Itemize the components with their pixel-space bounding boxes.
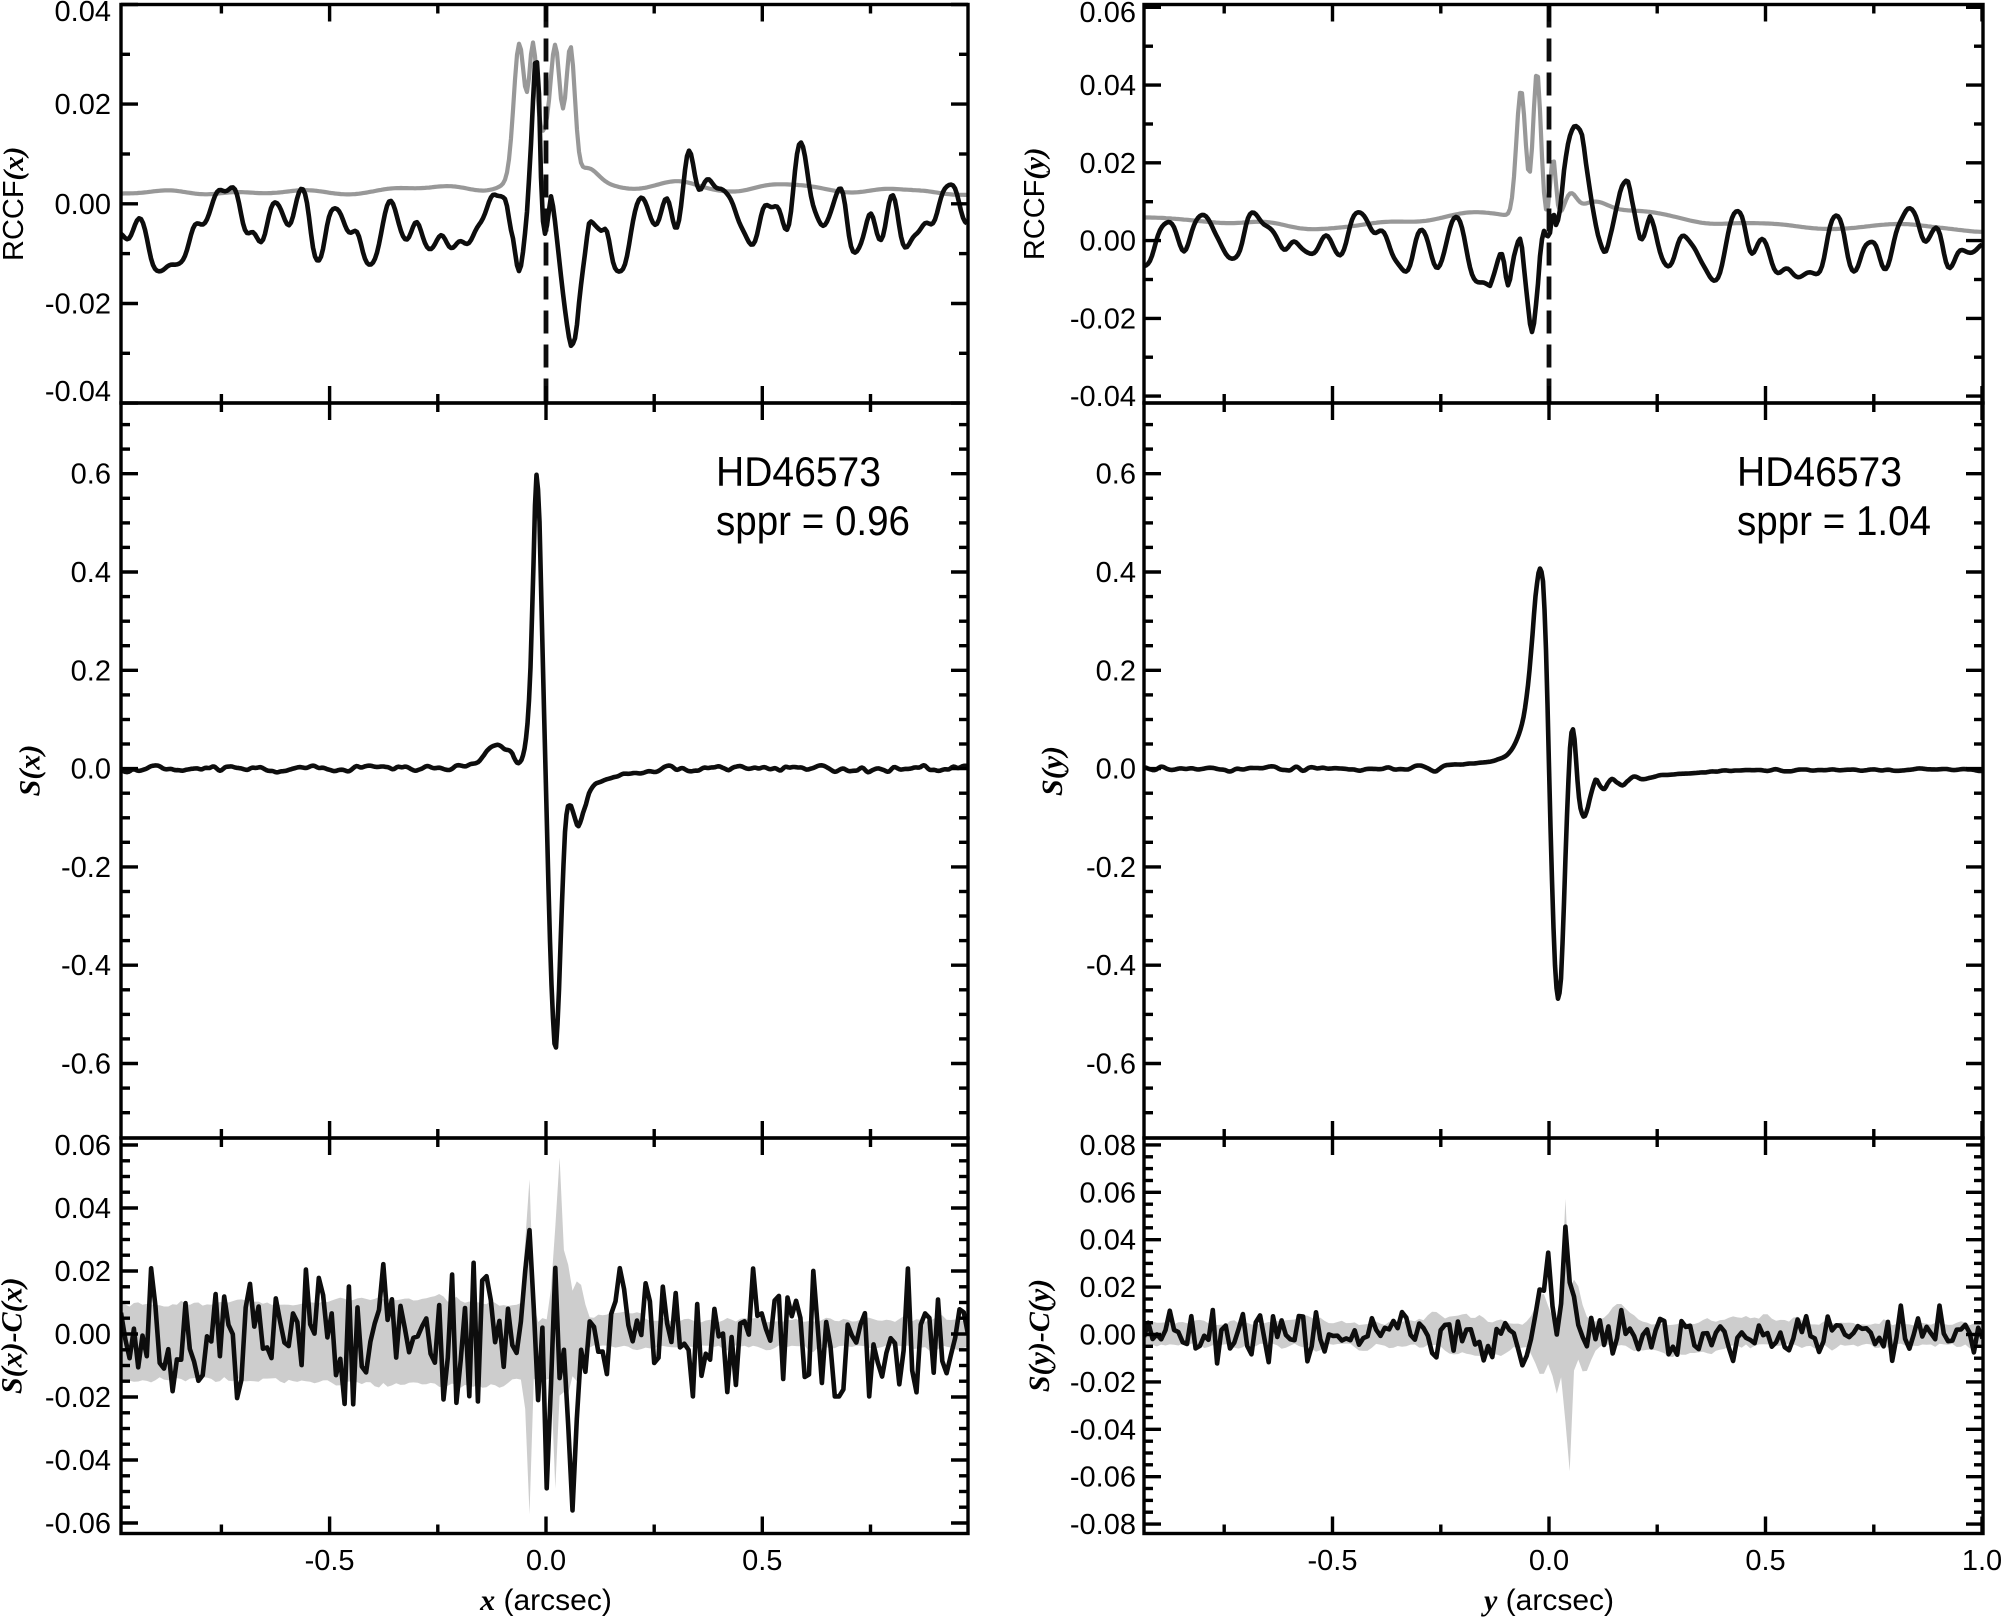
svg-text:S(y)-C(y): S(y)-C(y)	[1023, 1279, 1056, 1392]
svg-text:0.0: 0.0	[1529, 1545, 1569, 1577]
svg-text:sppr = 0.96: sppr = 0.96	[716, 497, 910, 544]
svg-text:-0.2: -0.2	[61, 852, 111, 884]
svg-text:0.4: 0.4	[71, 557, 111, 589]
svg-text:0.08: 0.08	[1080, 1130, 1136, 1162]
svg-text:0.2: 0.2	[1096, 655, 1136, 687]
svg-text:0.5: 0.5	[742, 1545, 782, 1577]
svg-text:RCCF(y): RCCF(y)	[1019, 147, 1051, 260]
svg-text:1.0: 1.0	[1962, 1545, 2002, 1577]
svg-text:-0.04: -0.04	[45, 1445, 111, 1477]
svg-text:0.02: 0.02	[1080, 1272, 1136, 1304]
svg-text:0.6: 0.6	[1096, 459, 1136, 491]
svg-text:-0.6: -0.6	[61, 1049, 111, 1081]
svg-text:0.04: 0.04	[55, 1193, 111, 1225]
svg-text:0.04: 0.04	[55, 0, 111, 28]
svg-text:-0.5: -0.5	[1308, 1545, 1358, 1577]
svg-text:0.00: 0.00	[55, 189, 111, 221]
svg-text:S(y): S(y)	[1036, 746, 1069, 796]
svg-text:sppr = 1.04: sppr = 1.04	[1737, 497, 1931, 544]
svg-text:-0.02: -0.02	[1070, 1367, 1136, 1399]
svg-text:0.06: 0.06	[1080, 0, 1136, 29]
svg-text:RCCF(x): RCCF(x)	[0, 147, 30, 261]
svg-text:-0.08: -0.08	[1070, 1509, 1136, 1541]
svg-text:0.06: 0.06	[1080, 1177, 1136, 1209]
svg-text:0.6: 0.6	[71, 459, 111, 491]
svg-text:0.04: 0.04	[1080, 70, 1136, 102]
svg-text:0.02: 0.02	[55, 1256, 111, 1288]
svg-text:-0.06: -0.06	[45, 1508, 111, 1540]
svg-text:-0.02: -0.02	[45, 289, 111, 321]
svg-text:0.00: 0.00	[1080, 226, 1136, 258]
svg-text:S(x): S(x)	[14, 745, 47, 797]
svg-text:-0.6: -0.6	[1086, 1049, 1136, 1081]
svg-text:-0.02: -0.02	[1070, 303, 1136, 335]
svg-text:HD46573: HD46573	[1737, 448, 1902, 495]
svg-text:-0.4: -0.4	[61, 950, 111, 982]
svg-text:0.0: 0.0	[526, 1545, 566, 1577]
svg-text:0.0: 0.0	[1096, 754, 1136, 786]
svg-text:-0.4: -0.4	[1086, 950, 1136, 982]
svg-text:0.00: 0.00	[55, 1319, 111, 1351]
svg-text:0.5: 0.5	[1745, 1545, 1785, 1577]
svg-text:0.4: 0.4	[1096, 557, 1136, 589]
svg-text:-0.06: -0.06	[1070, 1462, 1136, 1494]
svg-text:-0.04: -0.04	[1070, 381, 1136, 413]
svg-text:0.04: 0.04	[1080, 1225, 1136, 1257]
svg-text:0.06: 0.06	[55, 1130, 111, 1162]
svg-text:0.02: 0.02	[1080, 148, 1136, 180]
svg-text:-0.2: -0.2	[1086, 852, 1136, 884]
svg-text:S(x)-C(x): S(x)-C(x)	[0, 1277, 29, 1394]
svg-text:-0.5: -0.5	[305, 1545, 355, 1577]
svg-text:0.02: 0.02	[55, 89, 111, 121]
svg-text:HD46573: HD46573	[716, 448, 881, 495]
svg-text:y (arcsec): y (arcsec)	[1481, 1584, 1614, 1617]
svg-text:-0.02: -0.02	[45, 1382, 111, 1414]
svg-text:0.0: 0.0	[71, 754, 111, 786]
svg-text:-0.04: -0.04	[45, 376, 111, 408]
svg-text:0.2: 0.2	[71, 655, 111, 687]
svg-text:-0.04: -0.04	[1070, 1414, 1136, 1446]
svg-text:0.00: 0.00	[1080, 1320, 1136, 1352]
svg-text:x (arcsec): x (arcsec)	[479, 1584, 612, 1617]
